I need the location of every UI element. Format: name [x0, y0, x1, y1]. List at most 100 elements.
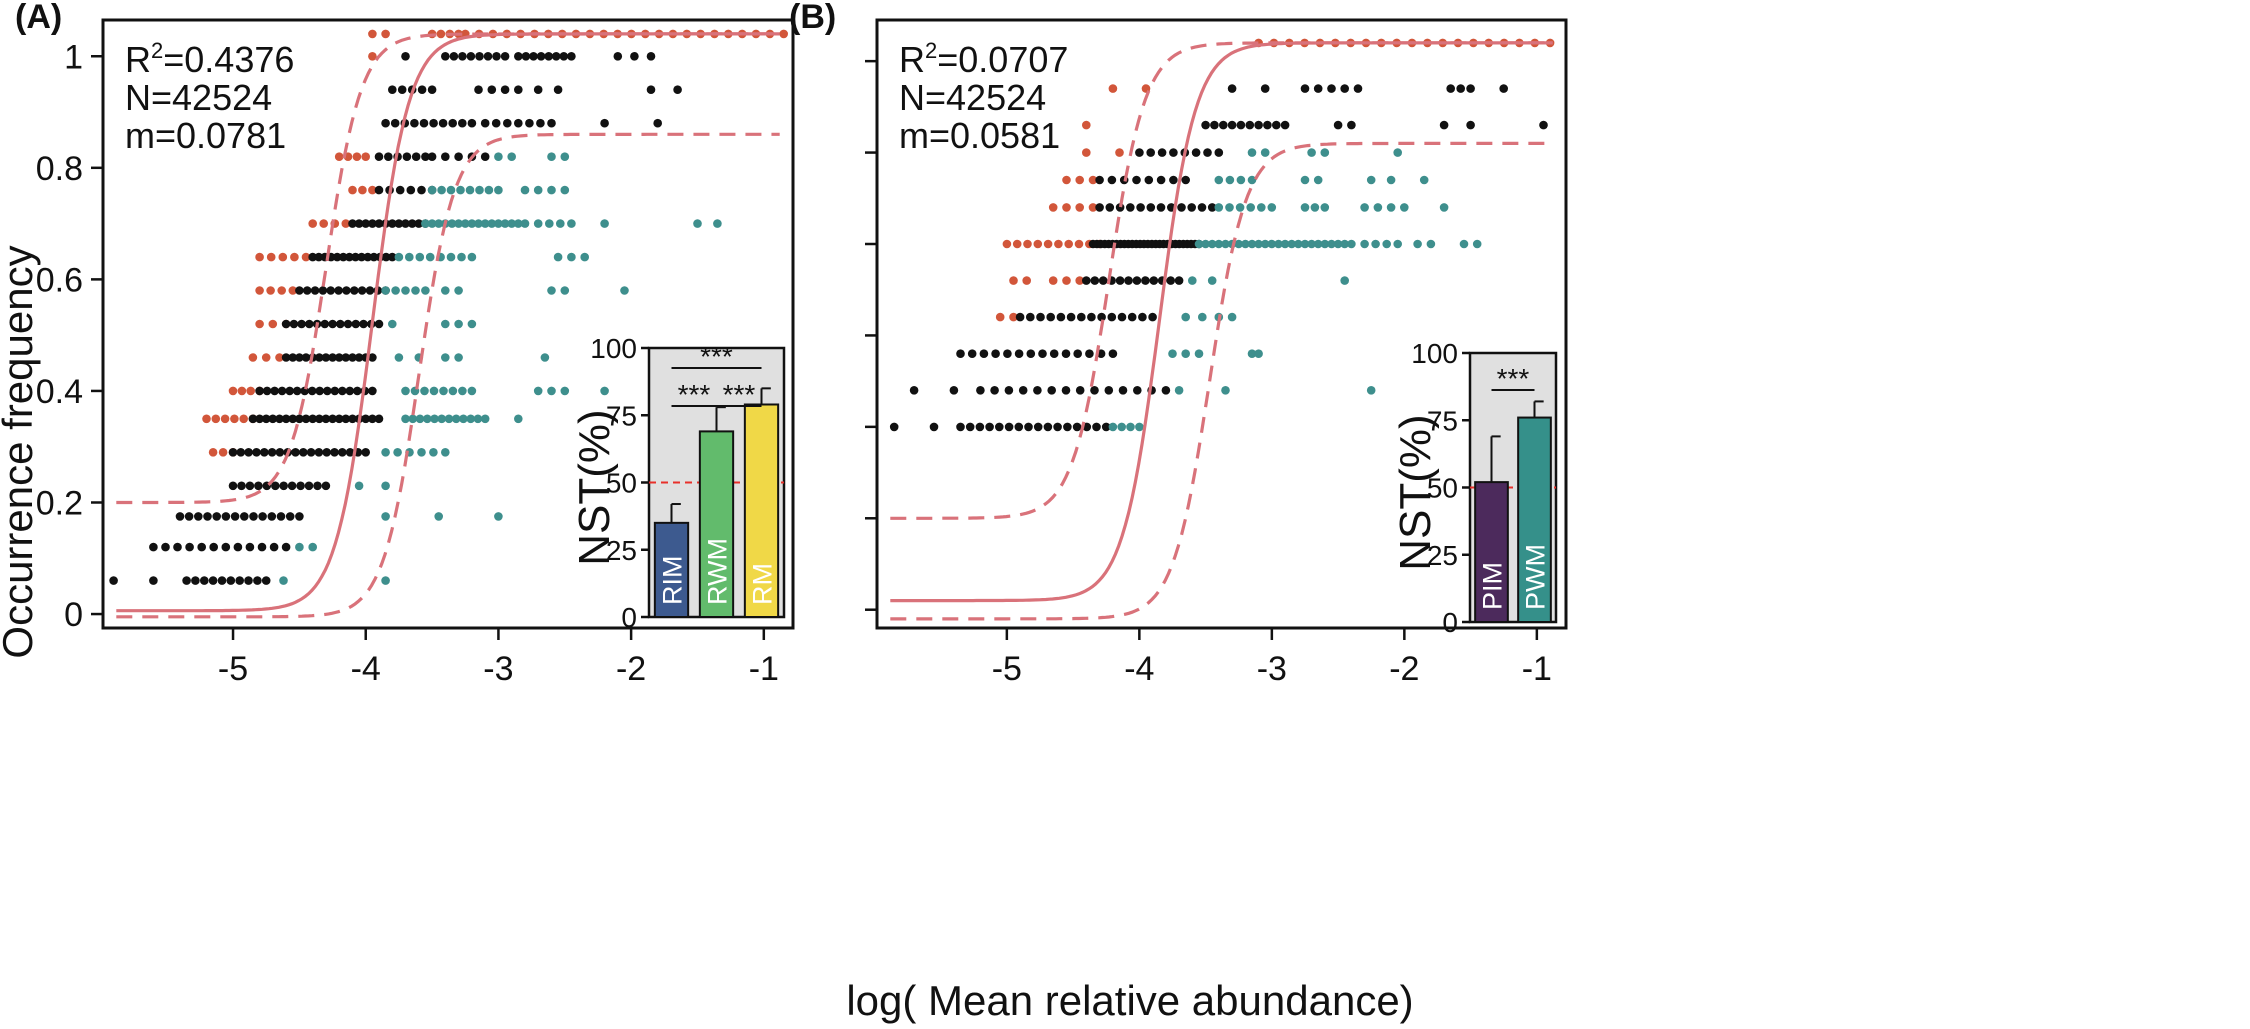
inset-y-tick-label: 25	[606, 535, 637, 566]
data-point	[361, 448, 371, 457]
data-point	[1066, 312, 1076, 322]
data-point	[388, 219, 397, 228]
data-point	[315, 353, 324, 362]
data-point	[1135, 422, 1144, 432]
x-tick-label: -5	[218, 650, 248, 688]
data-point	[305, 319, 314, 329]
data-point	[514, 85, 523, 94]
data-point	[319, 219, 329, 228]
data-point	[353, 386, 362, 396]
data-point	[560, 386, 570, 396]
x-tick-label: -2	[616, 650, 646, 688]
data-point	[220, 414, 230, 424]
inset-y-tick-label: 100	[590, 333, 637, 364]
data-point	[235, 576, 244, 585]
data-point	[1371, 239, 1380, 249]
data-point	[255, 252, 264, 262]
data-point	[407, 219, 417, 228]
x-tick-label: -5	[992, 650, 1022, 688]
data-point	[1246, 203, 1255, 212]
data-point	[536, 118, 545, 128]
data-point	[351, 319, 361, 329]
data-point	[279, 576, 288, 585]
data-point	[197, 542, 206, 552]
data-point	[514, 118, 523, 128]
data-point	[423, 414, 432, 424]
bar	[743, 403, 780, 618]
data-point	[1009, 312, 1018, 322]
data-point	[1174, 276, 1184, 285]
neutral-model-fit-line	[890, 41, 1553, 603]
data-point	[255, 319, 264, 329]
data-point	[889, 422, 899, 432]
data-point	[1191, 148, 1201, 157]
significance-label: ***	[1497, 363, 1530, 394]
data-point	[318, 286, 328, 295]
data-point	[1263, 120, 1272, 130]
data-point	[391, 286, 400, 295]
data-point	[1300, 203, 1310, 212]
data-point	[332, 252, 342, 262]
data-point	[1307, 148, 1316, 157]
data-point	[560, 286, 570, 295]
data-point	[1075, 276, 1084, 285]
data-point	[1124, 276, 1133, 285]
data-point	[1347, 120, 1356, 130]
data-point	[567, 219, 576, 228]
data-point	[965, 422, 975, 432]
data-point	[545, 219, 554, 228]
data-point	[221, 542, 231, 552]
data-point	[1156, 175, 1166, 185]
data-point	[173, 542, 182, 552]
data-point	[296, 481, 305, 491]
data-point	[1115, 148, 1124, 157]
y-tick-label: 0.8	[36, 150, 83, 188]
significance-label: ***	[678, 379, 711, 410]
data-point	[308, 414, 318, 424]
data-point	[466, 414, 476, 424]
data-point	[1214, 148, 1224, 157]
data-point	[1300, 175, 1310, 185]
data-point	[1038, 349, 1047, 359]
data-point	[417, 448, 426, 457]
data-point	[1003, 349, 1012, 359]
data-point	[1092, 422, 1101, 432]
data-point	[487, 85, 497, 94]
data-point	[990, 386, 999, 395]
stat-annotation: R2=0.4376	[125, 38, 294, 80]
bar-label: PWM	[1521, 544, 1551, 610]
data-point	[454, 152, 463, 161]
data-point	[1073, 349, 1082, 359]
data-point	[956, 422, 965, 432]
data-point	[369, 252, 379, 262]
data-point	[1169, 175, 1178, 185]
data-point	[447, 219, 457, 228]
data-point	[341, 219, 351, 228]
data-point	[374, 152, 384, 161]
data-point	[1047, 386, 1056, 395]
data-point	[414, 219, 424, 228]
data-point	[553, 85, 563, 94]
inset-y-tick-label: 25	[1427, 540, 1458, 571]
data-point	[368, 29, 377, 39]
data-point	[491, 118, 501, 128]
inset-bar-chart: RIM RWM RM 0 25 50 75 100 NST(%) *** *** ***	[570, 333, 786, 633]
data-point	[417, 185, 426, 195]
data-point	[1439, 203, 1449, 212]
data-point	[600, 219, 609, 228]
data-point	[248, 353, 258, 362]
data-point	[295, 542, 304, 552]
data-point	[1466, 84, 1475, 93]
data-point	[1225, 175, 1235, 185]
data-point	[1117, 312, 1127, 322]
inset-y-tick-label: 75	[606, 400, 637, 431]
data-point	[1115, 276, 1125, 285]
data-point	[1036, 312, 1045, 322]
data-point	[288, 414, 298, 424]
data-point	[1033, 422, 1043, 432]
data-point	[1144, 175, 1154, 185]
data-point	[1227, 120, 1237, 130]
data-point	[1132, 175, 1141, 185]
x-tick-label: -1	[1522, 650, 1552, 688]
